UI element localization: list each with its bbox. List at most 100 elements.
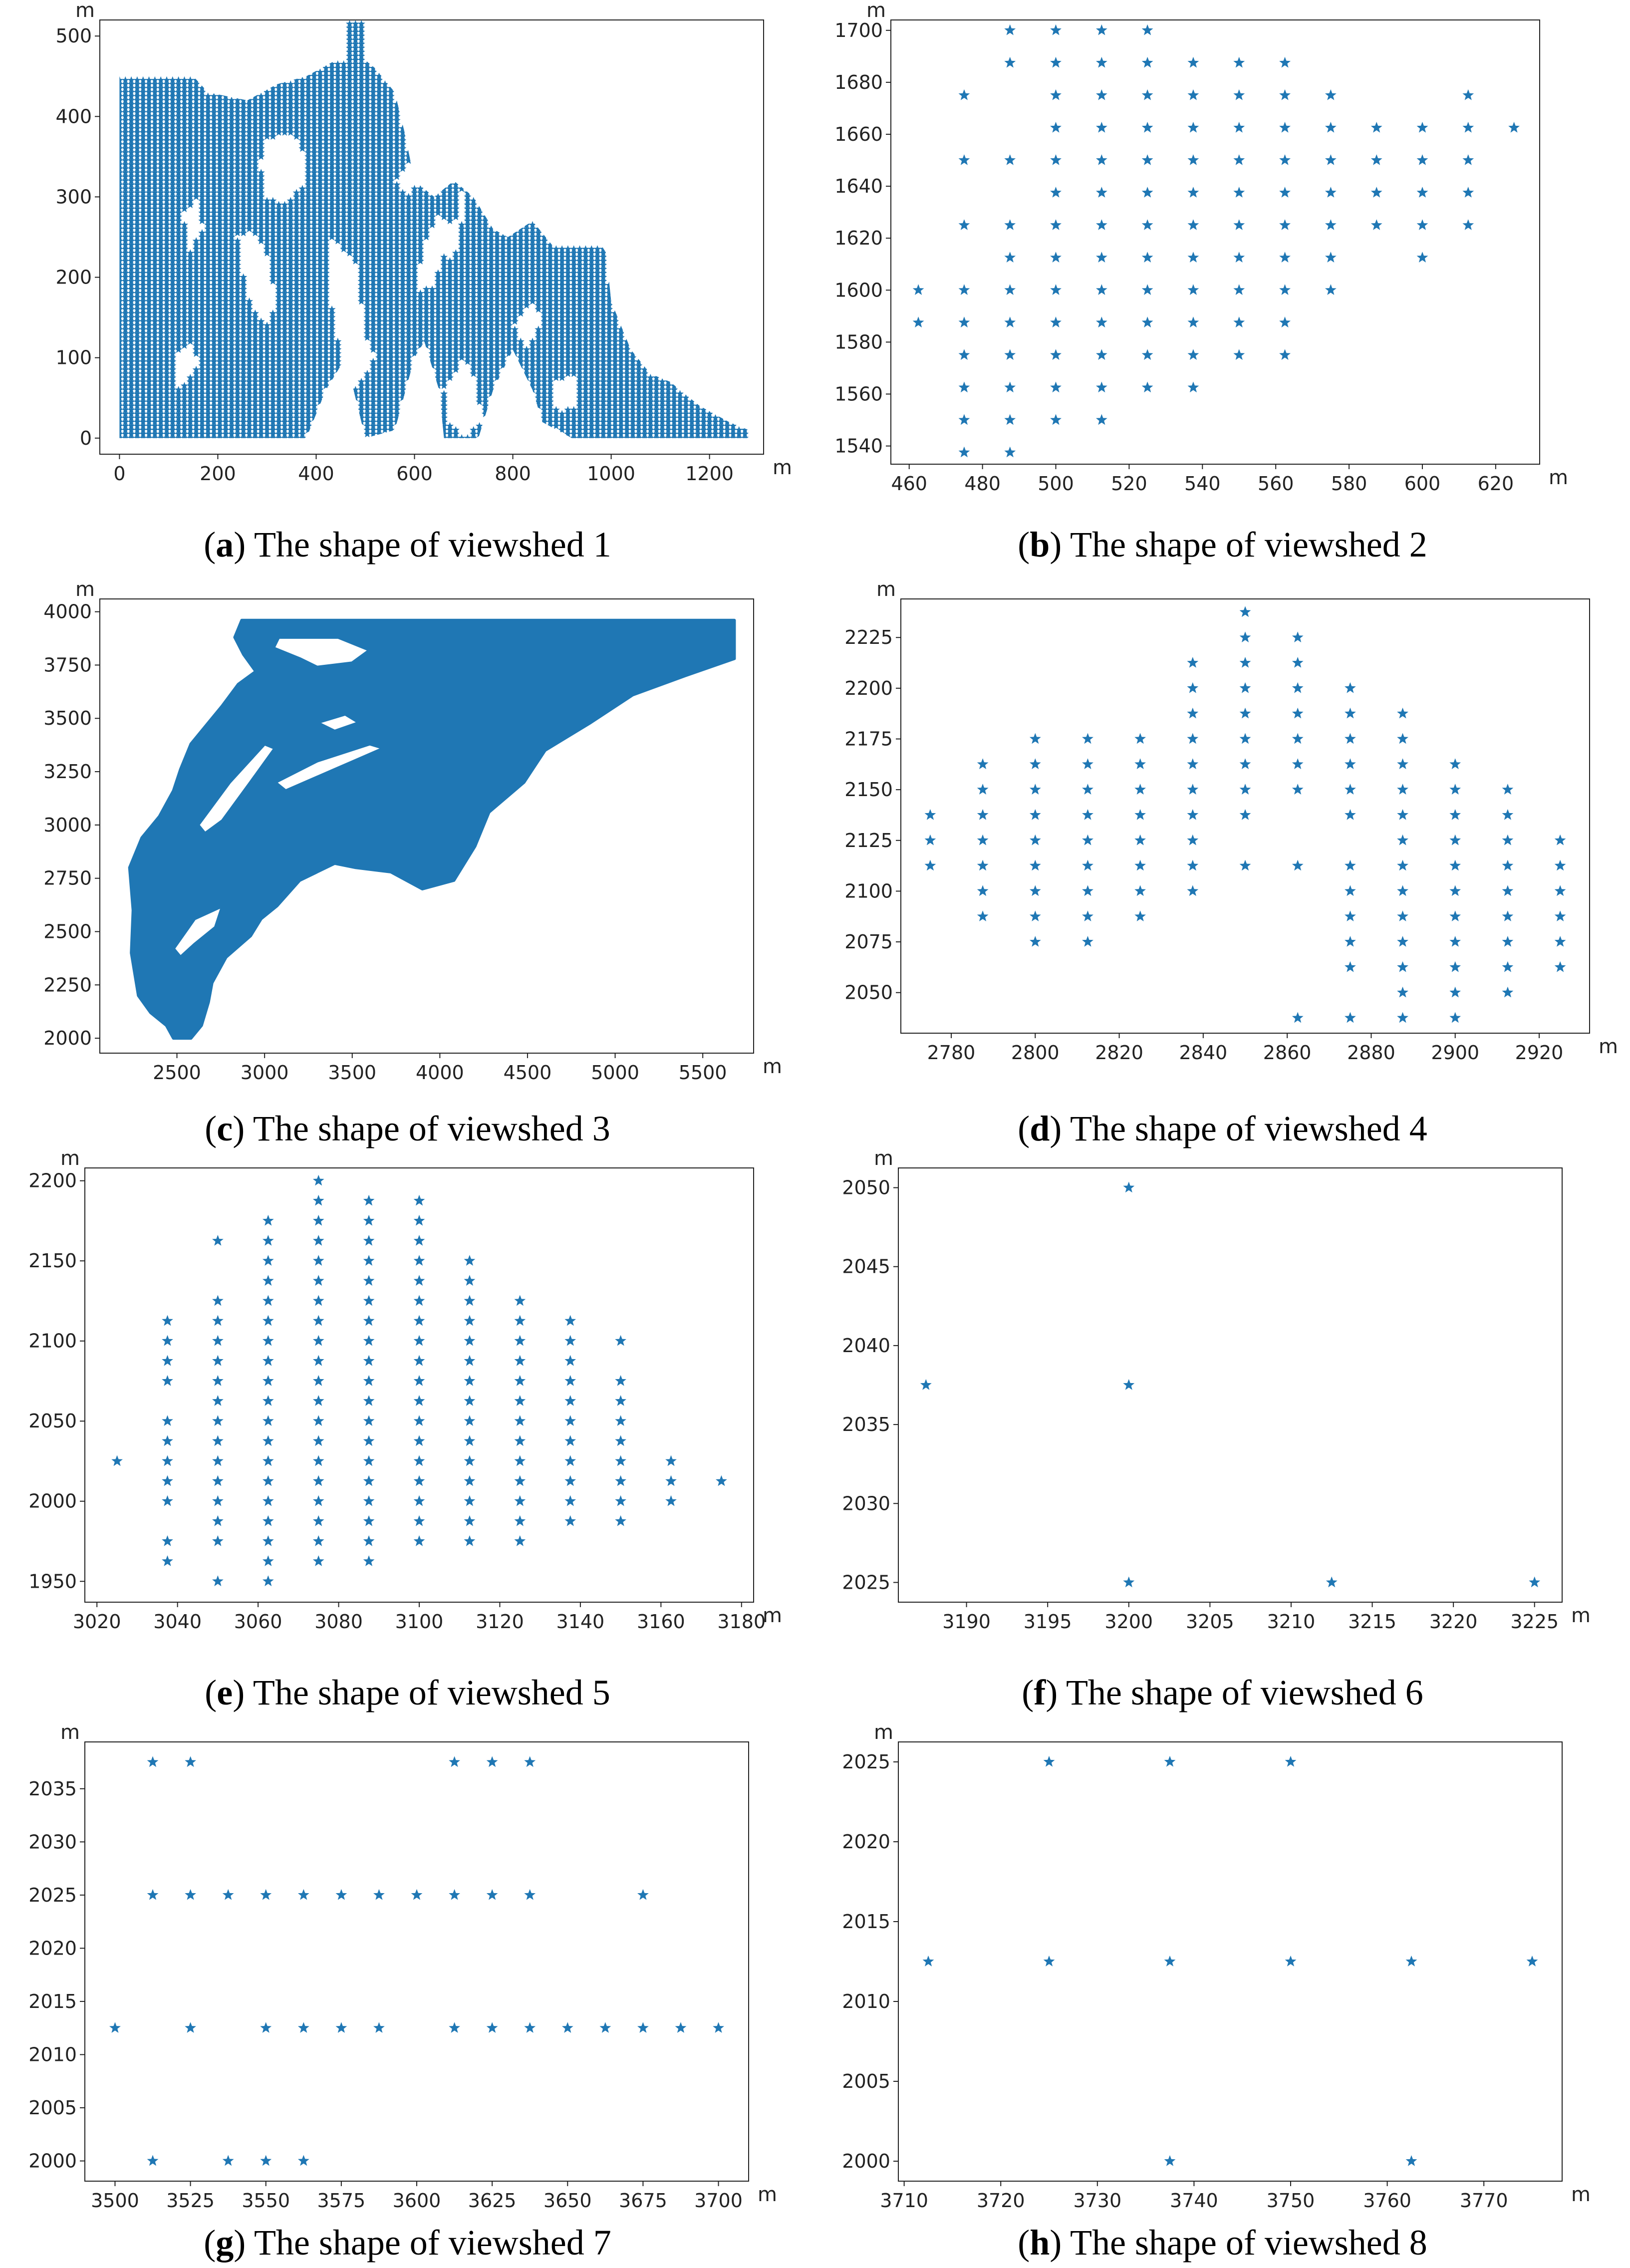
data-point-b [1050, 414, 1062, 425]
data-point-e [363, 1435, 375, 1446]
data-point-b [1187, 89, 1199, 100]
axes-frame-f [898, 1167, 1563, 1603]
y-tick-label-d: 2225 [844, 626, 893, 648]
data-point-b [1279, 154, 1291, 165]
data-point-e [363, 1194, 375, 1206]
x-tick-label-b: 480 [964, 473, 1001, 495]
data-point-g [260, 1889, 272, 1900]
data-point-b [1050, 381, 1062, 393]
data-point-b [1004, 316, 1016, 328]
panel-f: 3190 3195 3200 3205 3210 3215 3220 3225 2025 2030… [815, 1147, 1630, 1722]
chart-e: 3020 3040 3060 3080 3100 3120 3140 3160 3180 1950… [28, 1147, 782, 1633]
data-point-e [262, 1235, 274, 1246]
data-point-e [363, 1335, 375, 1346]
data-point-d [1292, 758, 1304, 769]
data-point-d [1502, 936, 1514, 947]
data-point-b [1325, 122, 1337, 133]
data-point-e [212, 1495, 224, 1506]
data-point-d [1345, 707, 1356, 719]
data-point-b [958, 381, 970, 393]
y-tick-label-b: 1640 [834, 175, 883, 197]
data-point-b [912, 316, 924, 328]
data-point-e [363, 1495, 375, 1506]
x-tick-label-e: 3020 [73, 1611, 121, 1633]
data-point-e [212, 1475, 224, 1486]
data-point-d [1134, 885, 1146, 896]
data-point-d [1029, 936, 1041, 947]
chart-c: 2500 3000 3500 4000 4500 5000 5500 2000 2250 2500… [43, 578, 782, 1084]
y-tick-label-c: 2750 [43, 867, 92, 889]
data-point-b [1004, 219, 1016, 230]
data-point-d [1082, 733, 1093, 744]
caption-h: (h) The shape of viewshed 8 [1018, 2223, 1427, 2263]
data-point-d [1345, 910, 1356, 921]
data-point-d [1397, 707, 1408, 719]
data-point-g [449, 2022, 460, 2033]
y-tick-label-e: 2000 [28, 1490, 77, 1512]
data-point-g [449, 1756, 460, 1767]
data-point-e [312, 1475, 324, 1486]
data-point-e [615, 1395, 626, 1406]
data-point-b [1050, 219, 1062, 230]
data-point-e [312, 1214, 324, 1226]
data-point-e [312, 1455, 324, 1466]
data-point-e [262, 1415, 274, 1426]
data-point-d [1082, 936, 1093, 947]
caption-c-letter: c [217, 1109, 233, 1148]
data-point-d [1554, 910, 1566, 921]
data-point-b [1095, 219, 1107, 230]
data-point-g [260, 2155, 272, 2166]
data-point-cloud-a [119, 20, 749, 438]
data-point-b [1050, 284, 1062, 295]
caption-g-text: The shape of viewshed 7 [254, 2223, 611, 2263]
data-point-b [1141, 154, 1153, 165]
data-point-g [411, 1889, 423, 1900]
data-point-e [162, 1315, 173, 1326]
y-tick-label-d: 2100 [844, 880, 893, 902]
x-axis-label-f: m [1571, 1604, 1591, 1627]
data-point-b [1141, 56, 1153, 68]
x-tick-label-h: 3770 [1460, 2190, 1508, 2212]
x-tick-label-b: 580 [1331, 473, 1367, 495]
data-point-d [1029, 910, 1041, 921]
x-tick-label-g: 3500 [91, 2190, 139, 2212]
data-point-g [185, 1756, 196, 1767]
data-point-e [413, 1214, 425, 1226]
data-point-d [1239, 733, 1251, 744]
chart-g: 3500 3525 3550 3575 3600 3625 3650 3675 3700 2000… [28, 1721, 777, 2212]
x-axis-label-h: m [1571, 2183, 1591, 2206]
x-tick-label-e: 3180 [717, 1611, 766, 1633]
data-point-b [1370, 219, 1382, 230]
x-tick-label-f: 3190 [942, 1611, 991, 1633]
data-point-d [1134, 859, 1146, 871]
y-tick-label-b: 1620 [834, 227, 883, 249]
data-point-e [262, 1435, 274, 1446]
data-point-d [1449, 758, 1461, 769]
data-point-d [977, 859, 989, 871]
data-point-h [1164, 1956, 1176, 1967]
data-point-e [363, 1475, 375, 1486]
data-point-d [1029, 809, 1041, 820]
chart-d: 2780 2800 2820 2840 2860 2880 2900 2920 2050 2075… [844, 578, 1618, 1064]
y-tick-label-a: 100 [55, 347, 92, 369]
data-point-d [1397, 986, 1408, 998]
y-tick-label-b: 1600 [834, 279, 883, 301]
data-point-b [1279, 349, 1291, 360]
data-point-b [1095, 414, 1107, 425]
data-point-e [464, 1535, 476, 1546]
data-point-e [312, 1555, 324, 1566]
data-point-d [1187, 657, 1199, 668]
data-point-e [615, 1495, 626, 1506]
data-point-e [514, 1335, 526, 1346]
x-tick-label-g: 3625 [468, 2190, 517, 2212]
x-tick-label-d: 2840 [1179, 1042, 1227, 1064]
data-point-b [1325, 187, 1337, 198]
data-point-b [1325, 154, 1337, 165]
data-point-b [1095, 89, 1107, 100]
y-tick-label-d: 2125 [844, 830, 893, 851]
data-point-e [162, 1495, 173, 1506]
data-point-b [1233, 252, 1245, 263]
data-point-e [514, 1375, 526, 1386]
data-point-d [1502, 784, 1514, 795]
data-point-d [1502, 859, 1514, 871]
